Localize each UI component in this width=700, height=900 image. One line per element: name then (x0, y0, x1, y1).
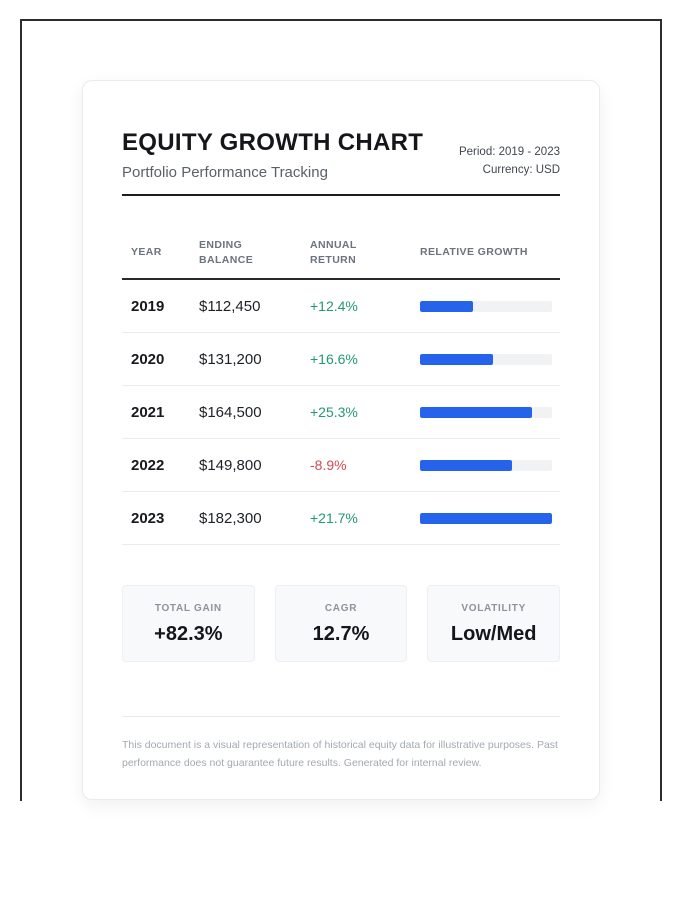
stat-box: VOLATILITY Low/Med (427, 585, 561, 663)
document-card: EQUITY GROWTH CHART Portfolio Performanc… (82, 80, 600, 800)
return-cell: +16.6% (310, 351, 358, 368)
table-row: 2023 $182,300 +21.7% (122, 492, 560, 546)
meta-currency: Currency: USD (482, 164, 560, 177)
document-header: EQUITY GROWTH CHART Portfolio Performanc… (122, 129, 560, 181)
stat-label: CAGR (324, 603, 358, 615)
balance-cell: $131,200 (199, 350, 262, 368)
year-cell: 2019 (131, 297, 165, 315)
growth-bar-fill (420, 459, 513, 471)
balance-cell: $112,450 (199, 297, 261, 315)
table-body: 2019 $112,450 +12.4% 2020 $131,200 +16.6% 2021… (122, 280, 560, 546)
header-meta: Period: 2019 - 2023 Currency: USD (459, 143, 560, 181)
growth-bar-track (420, 353, 552, 365)
stat-label: VOLATILITY (461, 603, 526, 615)
page-subtitle: Portfolio Performance Tracking (122, 163, 328, 181)
balance-cell: $164,500 (199, 403, 262, 421)
growth-bar-fill (420, 512, 552, 524)
stat-box: CAGR 12.7% (274, 585, 408, 663)
growth-bar-fill (420, 353, 493, 365)
return-cell: +21.7% (310, 510, 358, 527)
growth-bar-track (420, 406, 552, 418)
table-header-row: YEAR ENDING BALANCE ANNUAL RETURN RELATIVE … (122, 238, 560, 281)
stat-box: TOTAL GAIN +82.3% (122, 585, 255, 663)
year-cell: 2023 (131, 509, 165, 527)
table-row: 2020 $131,200 +16.6% (122, 333, 560, 387)
stat-value: +82.3% (154, 623, 223, 646)
growth-bar-fill (420, 300, 473, 312)
column-header: ANNUAL RETURN (310, 238, 357, 266)
meta-period: Period: 2019 - 2023 (458, 145, 560, 158)
growth-bar-track (420, 512, 552, 524)
column-header: ENDING BALANCE (199, 238, 254, 266)
page-frame (20, 19, 662, 801)
return-cell: -8.9% (310, 457, 347, 474)
page-title: EQUITY GROWTH CHART (122, 129, 424, 156)
column-header: RELATIVE GROWTH (420, 246, 528, 259)
table-row: 2019 $112,450 +12.4% (122, 280, 560, 334)
year-cell: 2020 (131, 350, 165, 368)
footer-divider (122, 716, 560, 718)
table-row: 2021 $164,500 +25.3% (122, 386, 560, 440)
return-cell: +12.4% (310, 298, 358, 315)
stat-label: TOTAL GAIN (154, 603, 222, 615)
header-divider (122, 193, 560, 196)
column-header: YEAR (131, 246, 162, 259)
year-cell: 2021 (131, 403, 165, 421)
disclaimer-text: This document is a visual representation… (122, 739, 558, 769)
year-cell: 2022 (131, 456, 165, 474)
stat-value: 12.7% (312, 623, 370, 646)
return-cell: +25.3% (310, 404, 358, 421)
growth-bar-fill (420, 406, 533, 418)
stats-row: TOTAL GAIN +82.3% CAGR 12.7% VOLATILITY Low/M… (122, 585, 561, 663)
balance-cell: $149,800 (199, 456, 262, 474)
growth-table: YEAR ENDING BALANCE ANNUAL RETURN RELATIVE … (122, 238, 560, 546)
table-row: 2022 $149,800 -8.9% (122, 439, 560, 493)
balance-cell: $182,300 (199, 509, 262, 527)
header-titles: EQUITY GROWTH CHART Portfolio Performanc… (122, 129, 423, 181)
growth-bar-track (420, 300, 552, 312)
growth-bar-track (420, 459, 552, 471)
stat-value: Low/Med (450, 623, 537, 646)
